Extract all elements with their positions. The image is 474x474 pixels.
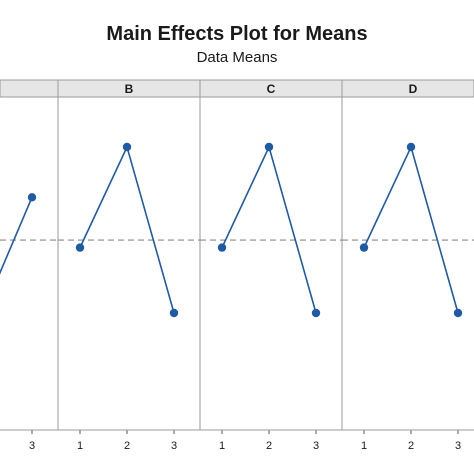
data-point [169, 308, 179, 318]
x-tick-label: 2 [408, 440, 414, 452]
panel-label: B [125, 82, 134, 96]
series-line [0, 196, 33, 275]
data-point [453, 308, 463, 318]
data-point [217, 243, 227, 252]
panel-label: D [409, 82, 418, 96]
x-tick-label: 3 [171, 440, 177, 452]
panels-layer: 3 B 1 2 3 C 1 2 3 D 1 2 3 [0, 79, 474, 452]
chart-subtitle: Data Means [197, 49, 278, 66]
x-tick-label: 2 [266, 440, 272, 452]
data-point [122, 142, 132, 152]
chart-title: Main Effects Plot for Means [106, 23, 367, 45]
x-tick-label: 1 [219, 440, 225, 452]
data-point [75, 243, 85, 252]
data-point [359, 243, 369, 252]
x-tick-label: 1 [361, 440, 367, 452]
x-tick-label: 3 [455, 440, 461, 452]
data-point [264, 142, 274, 152]
x-tick-label: 3 [313, 440, 319, 452]
x-tick-label: 3 [29, 440, 35, 452]
panel-header-strip [0, 79, 474, 98]
x-tick-label: 1 [77, 440, 83, 452]
data-point [406, 142, 416, 152]
data-point [311, 308, 321, 318]
panel-label: C [267, 82, 276, 96]
x-tick-label: 2 [124, 440, 130, 452]
data-point [27, 193, 37, 202]
